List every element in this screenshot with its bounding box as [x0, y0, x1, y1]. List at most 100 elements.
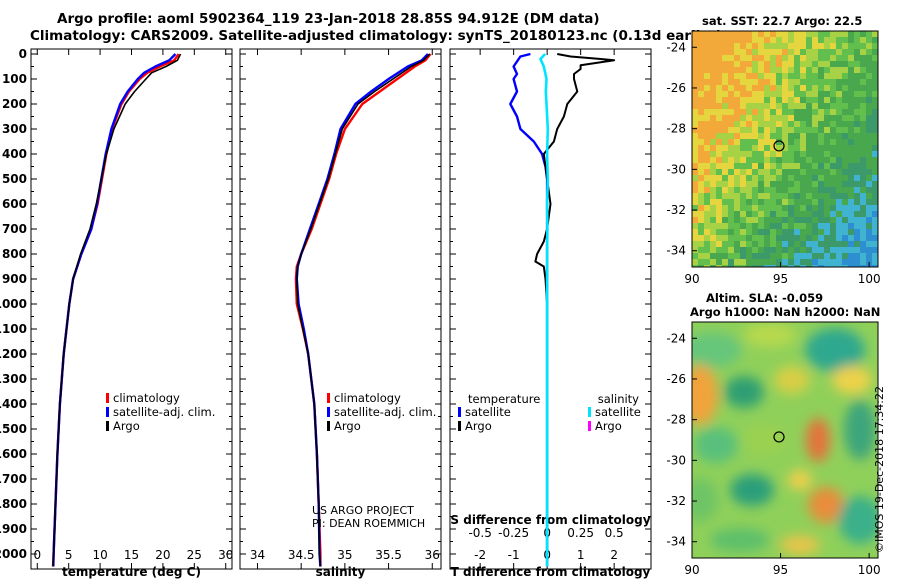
sst-cell — [782, 175, 788, 181]
sst-cell — [794, 193, 800, 199]
sst-cell — [722, 259, 728, 265]
sst-cell — [776, 247, 782, 253]
sst-cell — [740, 235, 746, 241]
sst-cell — [842, 241, 848, 247]
sst-cell — [770, 187, 776, 193]
sst-cell — [812, 121, 818, 127]
sst-cell — [818, 97, 824, 103]
sst-cell — [872, 187, 878, 193]
sst-cell — [758, 169, 764, 175]
sst-cell — [740, 205, 746, 211]
sst-cell — [860, 145, 866, 151]
sst-cell — [848, 265, 854, 267]
sst-cell — [758, 133, 764, 139]
sst-cell — [770, 199, 776, 205]
sst-cell — [728, 193, 734, 199]
sst-cell — [716, 223, 722, 229]
sst-cell — [866, 61, 872, 67]
sst-cell — [830, 229, 836, 235]
x-tick-label: 10 — [92, 548, 107, 562]
alt-blob — [838, 496, 878, 544]
alt-map-lat-label: -24 — [666, 331, 686, 345]
temperature-frame — [30, 48, 233, 570]
sst-cell — [758, 259, 764, 265]
sst-cell — [860, 103, 866, 109]
sst-cell — [704, 139, 710, 145]
sst-cell — [830, 265, 836, 267]
sst-cell — [758, 253, 764, 259]
sst-cell — [830, 67, 836, 73]
sst-cell — [716, 265, 722, 267]
sst-cell — [746, 61, 752, 67]
sst-cell — [806, 211, 812, 217]
sst-cell — [842, 181, 848, 187]
sst-cell — [818, 265, 824, 267]
sst-cell — [842, 127, 848, 133]
sst-cell — [782, 127, 788, 133]
sst-cell — [806, 97, 812, 103]
alt-blob — [692, 332, 742, 368]
sst-cell — [830, 109, 836, 115]
sst-cell — [836, 181, 842, 187]
sst-cell — [698, 31, 704, 37]
sst-cell — [848, 115, 854, 121]
sst-cell — [854, 37, 860, 43]
sst-cell — [800, 145, 806, 151]
sst-cell — [842, 79, 848, 85]
sst-cell — [776, 199, 782, 205]
sst-cell — [824, 175, 830, 181]
argo-legend-swatch — [106, 421, 109, 431]
sst-cell — [734, 85, 740, 91]
alt-blob — [844, 400, 876, 460]
sst-cell — [716, 199, 722, 205]
sst-cell — [776, 67, 782, 73]
sst-cell — [836, 139, 842, 145]
sst-cell — [848, 169, 854, 175]
sst-cell — [710, 253, 716, 259]
sst-cell — [698, 139, 704, 145]
sst-cell — [842, 121, 848, 127]
sst-cell — [698, 121, 704, 127]
satellite-legend-swatch — [106, 407, 109, 417]
sst-cell — [692, 205, 698, 211]
sst-cell — [824, 247, 830, 253]
sst-cell — [698, 259, 704, 265]
sst-cell — [872, 205, 878, 211]
sst-cell — [704, 175, 710, 181]
sst-cell — [698, 265, 704, 267]
sst-cell — [770, 127, 776, 133]
sst-cell — [710, 229, 716, 235]
sst-cell — [764, 67, 770, 73]
sst-cell — [848, 139, 854, 145]
sst-cell — [812, 235, 818, 241]
temperature-diff-label: T difference from climatology — [451, 565, 651, 579]
sst-cell — [854, 205, 860, 211]
sst-cell — [794, 109, 800, 115]
chart-title-line1: Argo profile: aoml 5902364_119 23-Jan-20… — [57, 11, 600, 27]
sst-cell — [782, 97, 788, 103]
sst-cell — [722, 151, 728, 157]
sst-cell — [722, 163, 728, 169]
difference-frame — [449, 48, 652, 570]
sst-cell — [824, 253, 830, 259]
alt-blob — [724, 376, 764, 408]
sst-cell — [872, 265, 878, 267]
sst-cell — [740, 181, 746, 187]
sst-cell — [818, 43, 824, 49]
sst-cell — [836, 73, 842, 79]
sst-cell — [692, 229, 698, 235]
sst-cell — [812, 265, 818, 267]
sst-cell — [740, 139, 746, 145]
sal-satellite-legend-label: satellite — [595, 405, 641, 419]
sst-cell — [764, 193, 770, 199]
sst-cell — [758, 103, 764, 109]
sst-cell — [716, 193, 722, 199]
sst-cell — [818, 73, 824, 79]
sst-cell — [710, 79, 716, 85]
sst-cell — [848, 217, 854, 223]
sst-cell — [866, 139, 872, 145]
sst-cell — [728, 133, 734, 139]
sst-cell — [794, 61, 800, 67]
sst-cell — [788, 175, 794, 181]
sst-cell — [722, 91, 728, 97]
